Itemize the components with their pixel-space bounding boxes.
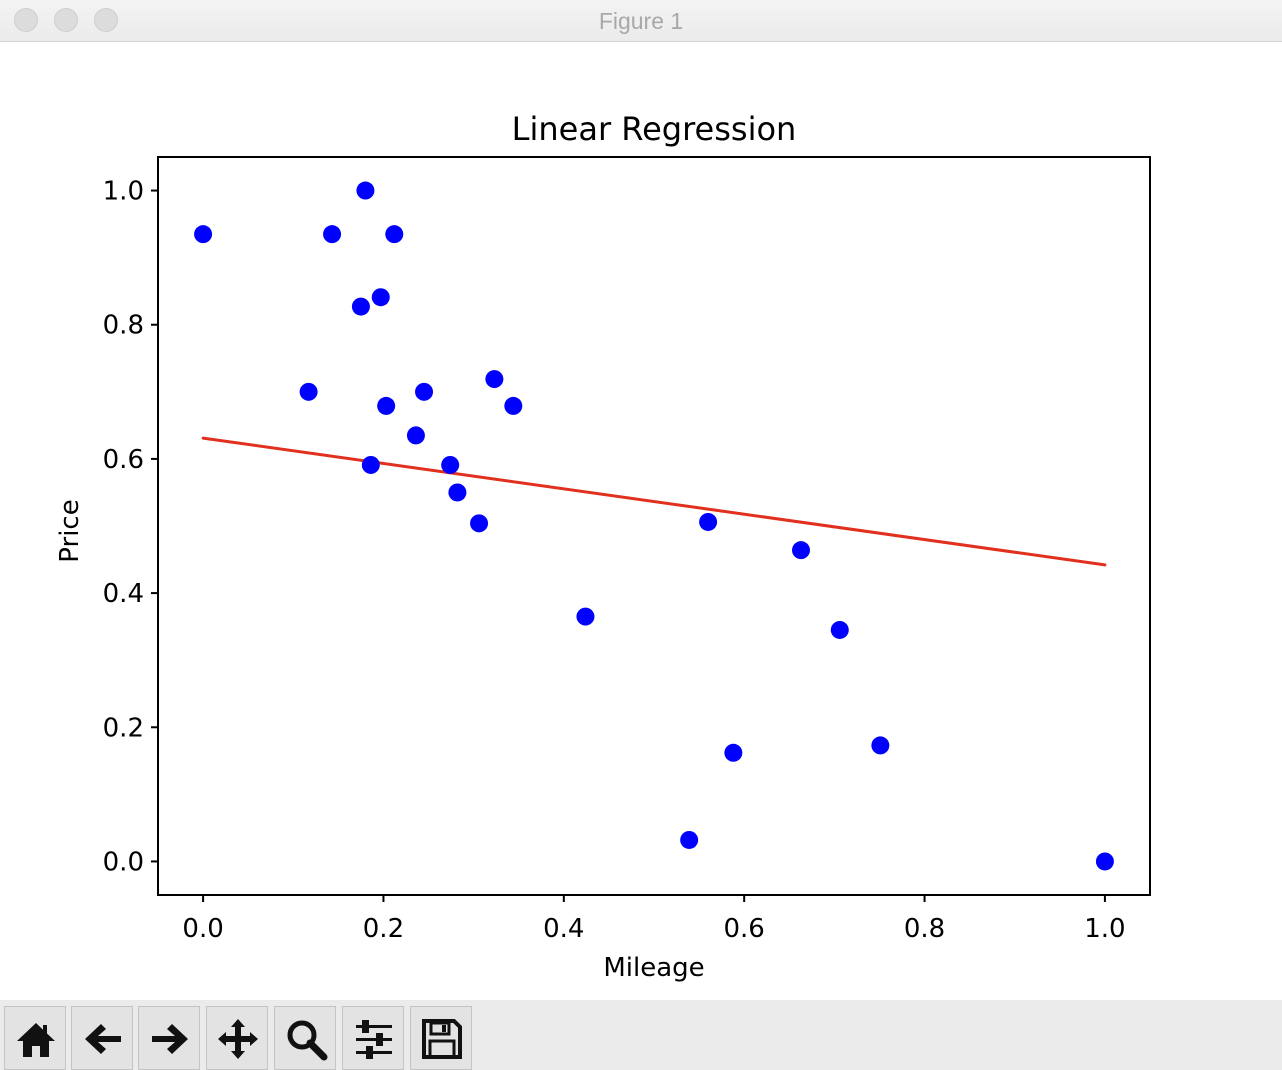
data-point xyxy=(371,288,390,307)
figure-canvas: Linear Regression 0.0 0.2 0.4 0.6 0.8 1.0 0.0… xyxy=(0,42,1282,1042)
back-button[interactable] xyxy=(71,1006,133,1070)
sliders-icon xyxy=(356,1020,392,1059)
data-point xyxy=(361,455,380,474)
y-tick-label: 0.0 xyxy=(103,847,144,877)
y-axis-label: Price xyxy=(55,499,85,562)
minimize-window-button[interactable] xyxy=(54,8,78,32)
window-titlebar: Figure 1 xyxy=(0,0,1282,42)
data-point xyxy=(470,514,489,533)
plot-area xyxy=(157,156,1151,896)
data-point xyxy=(406,426,425,445)
y-tick-label: 0.6 xyxy=(103,445,144,475)
data-point xyxy=(504,396,523,415)
data-point xyxy=(351,297,370,316)
data-point xyxy=(448,483,467,502)
data-point xyxy=(699,512,718,531)
window-title: Figure 1 xyxy=(598,8,684,34)
data-point xyxy=(871,736,890,755)
data-point xyxy=(299,382,318,401)
home-button[interactable] xyxy=(4,1006,66,1070)
x-tick-label: 1.0 xyxy=(1084,914,1125,944)
data-point xyxy=(485,370,504,389)
data-point xyxy=(680,830,699,849)
y-tick-label: 1.0 xyxy=(103,177,144,207)
x-tick-label: 0.8 xyxy=(904,914,945,944)
forward-button[interactable] xyxy=(138,1006,200,1070)
zoom-button[interactable] xyxy=(274,1006,336,1070)
data-point xyxy=(385,225,404,244)
y-axis: 0.0 0.2 0.4 0.6 0.8 1.0 xyxy=(103,177,158,877)
x-tick-label: 0.0 xyxy=(182,914,223,944)
close-window-button[interactable] xyxy=(14,8,38,32)
data-point xyxy=(576,607,595,626)
regression-line-group xyxy=(201,436,1107,567)
y-tick-label: 0.4 xyxy=(103,579,144,609)
chart-title: Linear Regression xyxy=(512,110,797,148)
data-point xyxy=(356,181,375,200)
save-icon xyxy=(422,1019,462,1059)
home-icon xyxy=(17,1023,55,1057)
scatter-points xyxy=(194,181,1114,871)
back-arrow-icon xyxy=(85,1024,121,1054)
x-tick-label: 0.4 xyxy=(543,914,584,944)
x-tick-label: 0.2 xyxy=(363,914,404,944)
configure-subplots-button[interactable] xyxy=(342,1006,404,1070)
pan-icon xyxy=(218,1019,258,1059)
data-point xyxy=(323,225,342,244)
x-axis: 0.0 0.2 0.4 0.6 0.8 1.0 xyxy=(182,895,1126,944)
y-tick-label: 0.2 xyxy=(103,713,144,743)
save-button[interactable] xyxy=(410,1006,472,1070)
regression-line xyxy=(201,436,1107,567)
data-point xyxy=(724,743,743,762)
data-point xyxy=(791,541,810,560)
navigation-toolbar xyxy=(0,1000,1282,1070)
zoom-window-button[interactable] xyxy=(94,8,118,32)
pan-button[interactable] xyxy=(206,1006,268,1070)
y-tick-label: 0.8 xyxy=(103,311,144,341)
zoom-icon xyxy=(287,1020,328,1061)
data-point xyxy=(1095,852,1114,871)
data-point xyxy=(441,455,460,474)
data-point xyxy=(377,396,396,415)
data-point xyxy=(194,225,213,244)
window-edge xyxy=(1278,84,1282,1042)
data-point xyxy=(830,620,849,639)
x-tick-label: 0.6 xyxy=(724,914,765,944)
scatter-chart: Linear Regression 0.0 0.2 0.4 0.6 0.8 1.0 0.0… xyxy=(55,110,1151,983)
x-axis-label: Mileage xyxy=(603,953,704,983)
forward-arrow-icon xyxy=(152,1024,188,1054)
data-point xyxy=(415,382,434,401)
